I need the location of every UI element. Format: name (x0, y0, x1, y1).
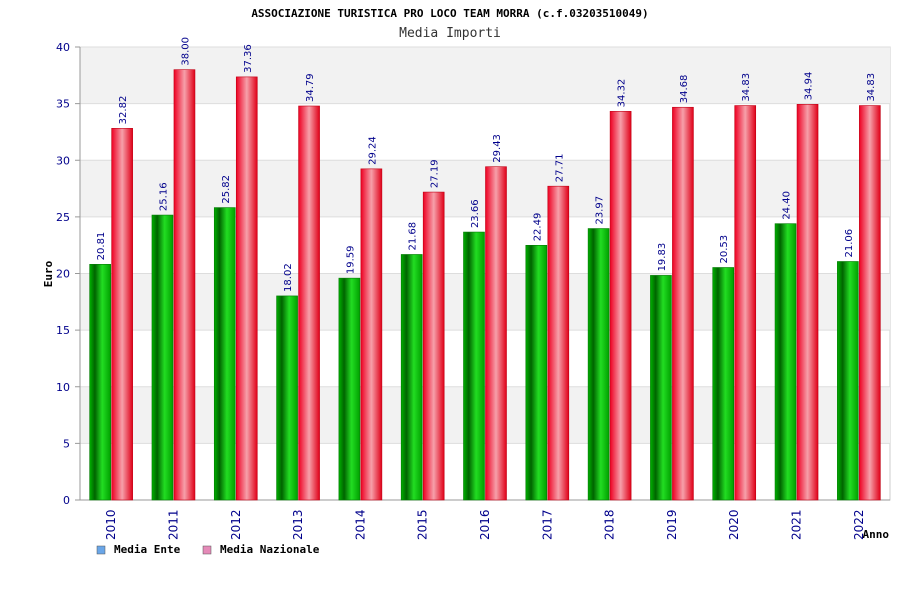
x-tick-label-2019: 2019 (665, 509, 679, 540)
bar-media-nazionale-2012 (235, 76, 258, 501)
data-label-media-ente-2013: 18.02 (283, 263, 294, 292)
data-label-media-nazionale-2018: 34.32 (617, 79, 628, 108)
y-tick-label: 0 (63, 494, 70, 507)
data-label-media-nazionale-2013: 34.79 (305, 73, 316, 102)
x-tick-label-2012: 2012 (229, 509, 243, 540)
bar-media-ente-2021 (774, 223, 797, 501)
legend-swatch-media-ente (96, 545, 106, 555)
bar-media-nazionale-2020 (734, 105, 757, 501)
grid-band (80, 47, 890, 104)
bar-media-ente-2015 (400, 254, 423, 501)
x-tick-label-2011: 2011 (166, 509, 180, 540)
data-label-media-nazionale-2017: 27.71 (554, 154, 565, 183)
y-tick-label: 10 (56, 381, 70, 394)
data-label-media-nazionale-2016: 29.43 (492, 134, 503, 163)
y-tick-label: 40 (56, 41, 70, 54)
x-axis-label: Anno (863, 528, 890, 541)
bar-media-nazionale-2015 (422, 191, 445, 501)
data-label-media-ente-2022: 21.06 (844, 229, 855, 258)
data-label-media-ente-2016: 23.66 (470, 199, 481, 228)
data-label-media-ente-2010: 20.81 (96, 232, 107, 261)
data-label-media-ente-2020: 20.53 (719, 235, 730, 264)
data-label-media-ente-2021: 24.40 (782, 191, 793, 220)
bar-media-nazionale-2011 (173, 69, 196, 501)
legend-label-media-ente: Media Ente (114, 543, 181, 556)
chart-title: ASSOCIAZIONE TURISTICA PRO LOCO TEAM MOR… (251, 7, 648, 20)
bar-media-nazionale-2016 (485, 166, 507, 501)
bar-media-ente-2013 (276, 295, 298, 501)
bar-media-nazionale-2018 (609, 111, 632, 501)
grid-band (80, 273, 890, 331)
y-tick-label: 25 (56, 211, 70, 224)
bar-media-nazionale-2022 (859, 105, 881, 501)
bar-media-ente-2012 (213, 207, 236, 501)
data-label-media-nazionale-2011: 38.00 (180, 37, 191, 66)
grid-band (80, 160, 890, 217)
bar-media-ente-2014 (338, 277, 361, 501)
data-label-media-nazionale-2019: 34.68 (679, 75, 690, 104)
x-axis-ticks: 2010 2011 2012 2013 2014 2015 2016 2017 2018 2019… (104, 509, 866, 540)
legend-label-media-nazionale: Media Nazionale (220, 543, 320, 556)
bar-media-ente-2016 (463, 231, 485, 501)
data-label-media-nazionale-2012: 37.36 (243, 44, 254, 73)
x-tick-label-2018: 2018 (603, 509, 617, 540)
y-tick-label: 30 (56, 154, 70, 167)
x-tick-label-2020: 2020 (727, 509, 741, 540)
y-tick-label: 20 (56, 268, 70, 281)
chart-subtitle: Media Importi (399, 26, 501, 41)
x-tick-label-2016: 2016 (478, 509, 492, 540)
bar-media-ente-2017 (525, 245, 548, 501)
bars: 20.81 32.82 25.16 38.00 25.82 37.36 18.02 34.79… (89, 37, 881, 501)
bar-media-nazionale-2019 (672, 106, 694, 501)
bar-media-nazionale-2021 (796, 104, 819, 501)
data-label-media-nazionale-2010: 32.82 (118, 96, 129, 125)
x-tick-label-2014: 2014 (353, 509, 367, 540)
bar-media-nazionale-2013 (298, 105, 320, 501)
bar-media-ente-2018 (587, 228, 610, 501)
bar-media-ente-2022 (837, 261, 859, 501)
x-tick-label-2010: 2010 (104, 509, 118, 540)
data-label-media-ente-2011: 25.16 (158, 182, 169, 211)
data-label-media-nazionale-2014: 29.24 (367, 136, 378, 165)
bar-media-nazionale-2017 (547, 185, 570, 501)
x-tick-label-2017: 2017 (540, 509, 554, 540)
x-tick-label-2015: 2015 (416, 509, 430, 540)
data-label-media-ente-2014: 19.59 (345, 246, 356, 275)
bar-media-nazionale-2010 (111, 128, 133, 501)
data-label-media-nazionale-2022: 34.83 (866, 73, 877, 102)
data-label-media-ente-2017: 22.49 (532, 213, 543, 242)
data-label-media-ente-2015: 21.68 (408, 222, 419, 251)
bar-media-ente-2020 (712, 267, 735, 501)
x-tick-label-2021: 2021 (790, 509, 804, 540)
data-label-media-nazionale-2015: 27.19 (430, 159, 441, 188)
data-label-media-ente-2018: 23.97 (595, 196, 606, 225)
grid-band (80, 386, 890, 444)
y-tick-label: 35 (56, 98, 70, 111)
data-label-media-ente-2012: 25.82 (221, 175, 232, 204)
legend: Media Ente Media Nazionale (96, 543, 320, 556)
y-tick-label: 15 (56, 324, 70, 337)
bar-media-ente-2011 (151, 214, 174, 501)
bar-media-nazionale-2014 (360, 168, 383, 501)
y-tick-label: 5 (63, 437, 70, 450)
x-tick-label-2013: 2013 (291, 509, 305, 540)
y-axis-ticks: 0 5 10 15 20 25 30 35 40 (56, 41, 70, 507)
legend-swatch-media-nazionale (202, 545, 212, 555)
data-label-media-ente-2019: 19.83 (657, 243, 668, 272)
bar-media-ente-2019 (650, 275, 672, 501)
data-label-media-nazionale-2021: 34.94 (804, 72, 815, 101)
bar-media-ente-2010 (89, 264, 111, 501)
data-label-media-nazionale-2020: 34.83 (741, 73, 752, 102)
y-axis-label: Euro (42, 260, 55, 287)
x-tick-label-2022: 2022 (852, 509, 866, 540)
